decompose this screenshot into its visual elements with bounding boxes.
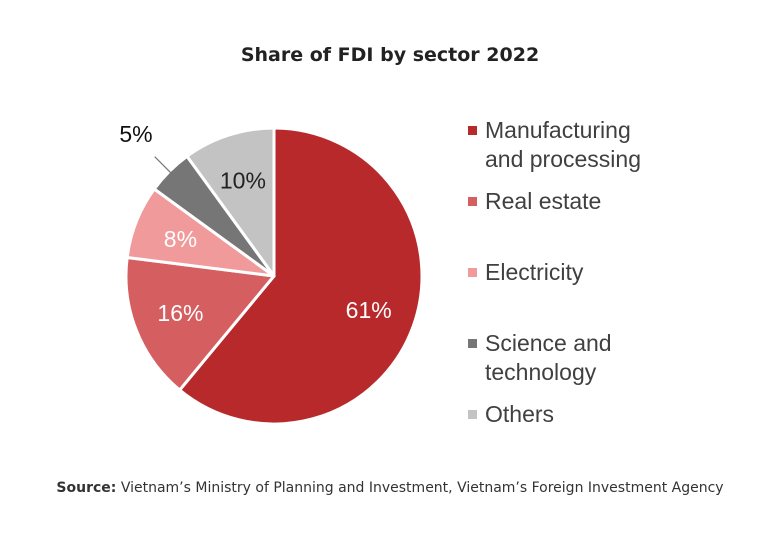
legend-label-others: Others [485, 401, 555, 427]
legend-swatch-electricity [468, 268, 477, 277]
legend-item-science-technology: Science and technology [468, 329, 768, 387]
source-note: Source: Vietnam’s Ministry of Planning a… [0, 480, 780, 496]
pie-slice-others [185, 126, 276, 278]
legend-swatch-others [468, 410, 477, 419]
legend-swatch-manufacturing [468, 126, 477, 135]
legend-item-electricity: Electricity [468, 258, 768, 287]
legend-label-science-technology: Science and technology [485, 330, 612, 385]
legend-label-electricity: Electricity [485, 259, 584, 285]
data-label-real-estate: 16% [157, 300, 203, 326]
source-text: Vietnam’s Ministry of Planning and Inves… [116, 480, 724, 496]
legend-label-real-estate: Real estate [485, 188, 602, 214]
source-prefix: Source: [56, 480, 117, 496]
data-label-science-and-technology: 5% [119, 121, 152, 147]
legend-swatch-science-technology [468, 339, 477, 348]
data-label-others: 10% [220, 167, 266, 193]
legend-label-manufacturing: Manufacturing and processing [485, 117, 641, 172]
data-label-electricity: 8% [164, 226, 197, 252]
legend-item-manufacturing: Manufacturing and processing [468, 116, 768, 174]
leader-line-science-and-technology [154, 156, 172, 174]
legend-item-others: Others [468, 400, 768, 429]
pie-slice-real-estate [124, 255, 276, 392]
legend-item-real-estate: Real estate [468, 187, 768, 216]
data-label-manufacturing-and-processing: 61% [346, 297, 392, 323]
pie-slice-manufacturing-and-processing [178, 126, 424, 426]
legend-swatch-real-estate [468, 197, 477, 206]
chart-title: Share of FDI by sector 2022 [240, 44, 540, 66]
